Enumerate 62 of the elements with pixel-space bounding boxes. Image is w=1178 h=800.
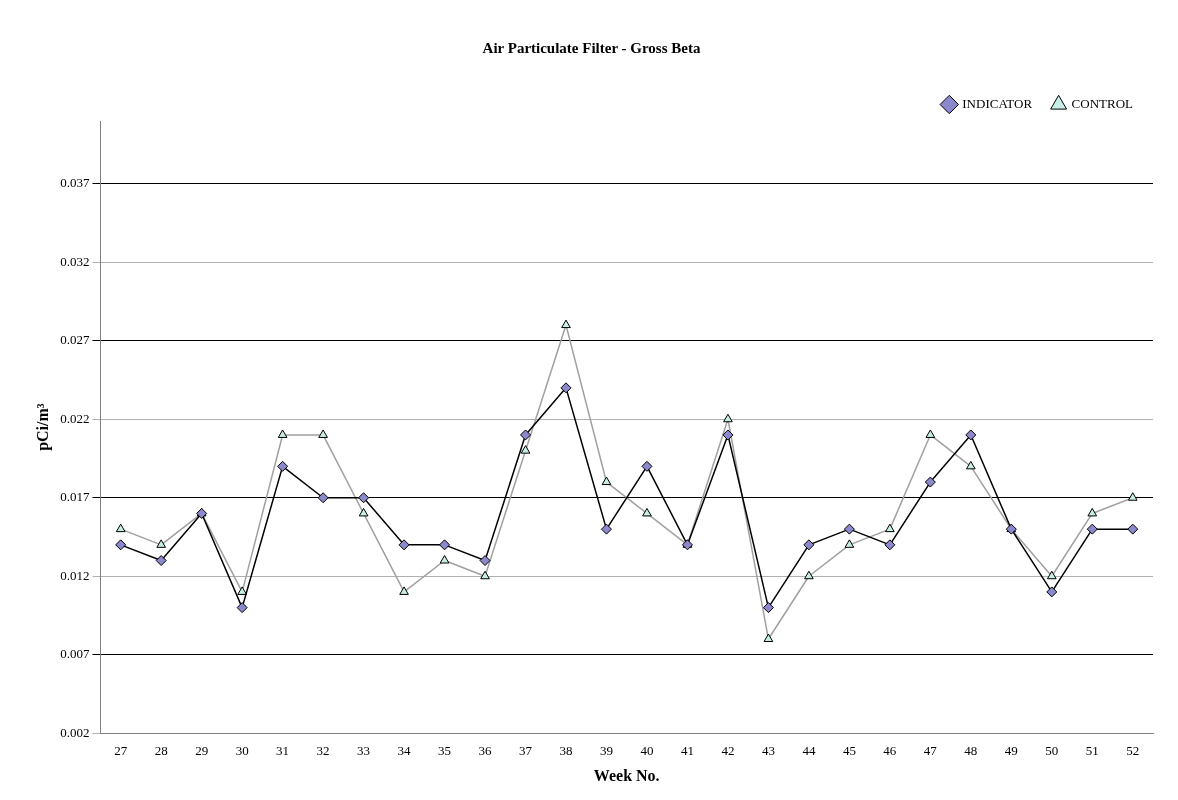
x-tick-label: 40 [640,743,654,759]
point [600,523,612,535]
point [560,382,572,394]
x-tick-label: 35 [438,743,452,759]
point [1127,523,1139,535]
point [965,429,977,441]
x-tick-label: 52 [1126,743,1140,759]
point [155,555,167,567]
x-tick-label: 51 [1085,743,1099,759]
x-tick-label: 31 [276,743,290,759]
point [398,539,410,551]
x-tick-label: 37 [519,743,533,759]
point [1046,586,1058,598]
x-tick-label: 30 [235,743,249,759]
point [479,555,491,567]
point [115,539,127,551]
point [641,460,653,472]
x-tick-label: 46 [883,743,897,759]
y-tick-label: 0.017 [60,489,90,505]
x-tick-label: 34 [397,743,412,759]
point [236,602,248,614]
x-tick-label: 43 [761,743,775,759]
y-tick-label: 0.012 [60,567,90,583]
x-tick-label: 42 [721,743,735,759]
point [843,523,855,535]
x-tick-label: 33 [357,743,371,759]
x-tick-label: 29 [195,743,209,759]
x-tick-label: 36 [478,743,493,759]
legend-label: INDICATOR [962,95,1033,111]
point [1086,523,1098,535]
point [884,539,896,551]
y-tick-label: 0.027 [60,332,90,348]
x-tick-label: 39 [599,743,613,759]
point [924,476,936,488]
y-tick-label: 0.032 [60,253,90,269]
x-tick-label: 27 [114,743,128,759]
y-tick-label: 0.022 [60,410,90,426]
x-tick-label: 47 [923,743,938,759]
point [317,492,329,504]
y-tick-label: 0.037 [60,175,90,191]
x-axis-title: Week No. [593,766,660,784]
chart-title: Air Particulate Filter - Gross Beta [482,39,701,56]
x-tick-label: 48 [964,743,978,759]
y-tick-label: 0.002 [60,724,90,740]
point [439,539,451,551]
x-tick-label: 38 [559,743,573,759]
point [722,429,734,441]
y-axis-title: pCi/m³ [33,403,52,451]
x-tick-label: 41 [680,743,694,759]
y-tick-label: 0.007 [60,646,90,662]
point [803,539,815,551]
point [358,492,370,504]
x-tick-label: 49 [1004,743,1018,759]
point [520,429,532,441]
point [277,460,289,472]
x-tick-label: 45 [842,743,856,759]
point [762,602,774,614]
x-tick-label: 28 [154,743,168,759]
x-tick-label: 32 [316,743,330,759]
x-tick-label: 44 [802,743,816,759]
legend-label: CONTROL [1071,95,1134,111]
x-tick-label: 50 [1045,743,1059,759]
